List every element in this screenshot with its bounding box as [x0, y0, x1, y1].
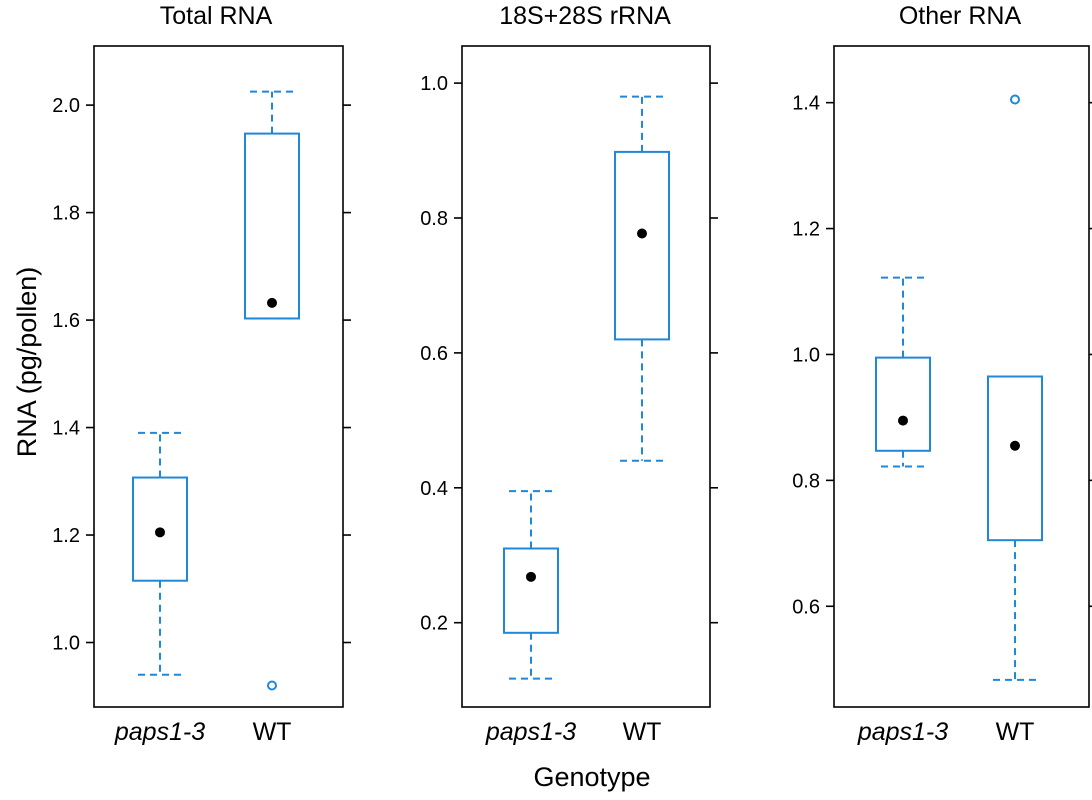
panel-1: Total RNA 1.0 1.2 1.4 1.6 1.8 2.0 paps1-3 WT [52, 2, 351, 746]
box-paps1-3 [875, 276, 931, 468]
box-WT [987, 94, 1043, 681]
y-tick-label: 0.2 [420, 613, 448, 635]
median-point [637, 228, 647, 239]
plot-frame [461, 45, 711, 708]
panel-3: Other RNA 0.6 0.8 1.0 1.2 1.4 paps1-3 WT [792, 2, 1092, 746]
y-tick-label: 1.2 [52, 525, 80, 547]
x-category-label: WT [996, 718, 1035, 746]
box-WT [244, 90, 300, 691]
y-tick-label: 0.4 [420, 478, 448, 500]
iqr-box [987, 375, 1043, 542]
y-tick-label: 0.6 [792, 596, 820, 618]
x-category-label: WT [253, 718, 292, 746]
x-category-label: paps1-3 [857, 718, 948, 746]
median-point [526, 571, 536, 582]
y-tick-label: 1.0 [792, 344, 820, 366]
outlier-point [267, 680, 277, 691]
panel-2: 18S+28S rRNA 0.2 0.4 0.6 0.8 1.0 paps1-3 WT [420, 2, 718, 746]
x-category-label: paps1-3 [114, 718, 205, 746]
panel-title: 18S+28S rRNA [499, 2, 671, 30]
plot-frame [833, 45, 1090, 708]
y-tick-label: 1.8 [52, 203, 80, 225]
y-tick-label: 1.6 [52, 310, 80, 332]
y-tick-label: 0.8 [792, 470, 820, 492]
box-WT [614, 95, 670, 462]
y-tick-label: 2.0 [52, 95, 80, 117]
outlier-point [1010, 94, 1020, 105]
y-tick-label: 1.2 [792, 219, 820, 241]
y-tick-label: 1.0 [52, 633, 80, 655]
iqr-box [875, 356, 931, 452]
plot-frame [93, 45, 344, 708]
box-paps1-3 [503, 490, 559, 680]
y-tick-label: 0.8 [420, 208, 448, 230]
iqr-box [132, 476, 188, 582]
y-tick-label: 1.4 [792, 93, 820, 115]
panel-title: Total RNA [160, 2, 273, 30]
iqr-box [614, 150, 670, 341]
x-category-label: paps1-3 [485, 718, 576, 746]
y-tick-label: 1.0 [420, 73, 448, 95]
y-tick-label: 1.4 [52, 418, 80, 440]
median-point [1010, 440, 1020, 451]
y-tick-label: 0.6 [420, 343, 448, 365]
median-point [155, 527, 165, 538]
iqr-box [244, 132, 300, 320]
median-point [898, 415, 908, 426]
panel-title: Other RNA [899, 2, 1022, 30]
median-point [267, 297, 277, 308]
x-category-label: WT [623, 718, 662, 746]
x-axis-title: Genotype [533, 762, 650, 792]
y-axis-title: RNA (pg/pollen) [12, 267, 42, 458]
box-paps1-3 [132, 431, 188, 676]
iqr-box [503, 547, 559, 634]
